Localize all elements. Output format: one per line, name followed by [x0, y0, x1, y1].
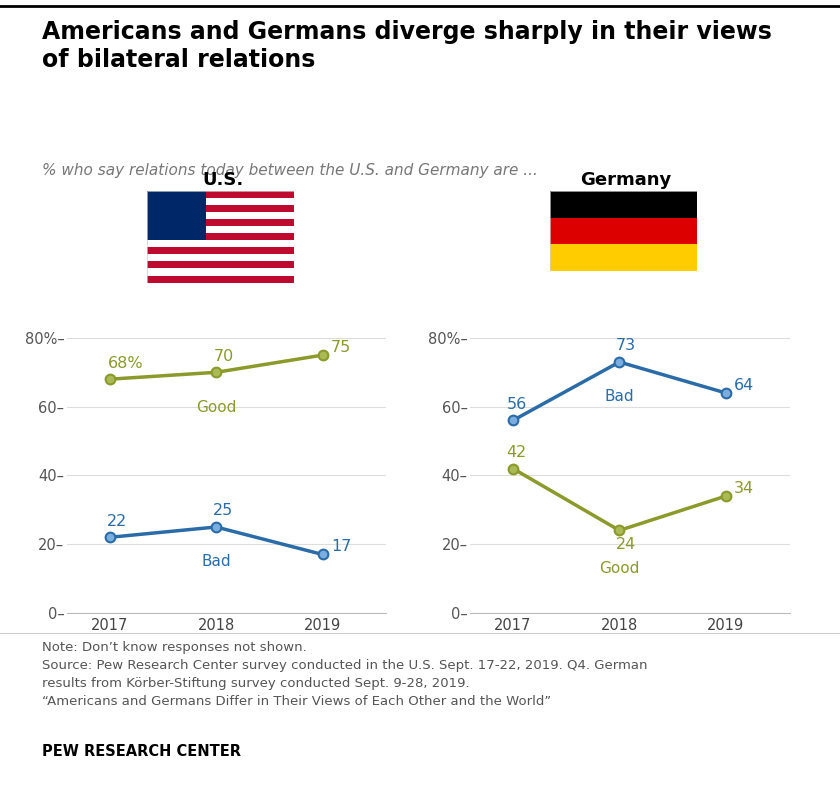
Bar: [147, 191, 206, 240]
Bar: [147, 268, 294, 275]
Bar: [147, 255, 294, 261]
Bar: [147, 248, 294, 255]
Text: 64: 64: [734, 378, 754, 393]
Bar: [147, 275, 294, 283]
Text: 56: 56: [507, 397, 527, 412]
Bar: [147, 198, 294, 205]
Bar: [550, 217, 697, 244]
Bar: [147, 219, 294, 226]
Text: Americans and Germans diverge sharply in their views
of bilateral relations: Americans and Germans diverge sharply in…: [42, 20, 772, 72]
Text: Good: Good: [599, 561, 639, 576]
Text: 68%: 68%: [108, 356, 144, 371]
Text: PEW RESEARCH CENTER: PEW RESEARCH CENTER: [42, 744, 241, 759]
Text: 24: 24: [617, 537, 637, 552]
Text: 70: 70: [214, 349, 234, 364]
Text: Note: Don’t know responses not shown.
Source: Pew Research Center survey conduct: Note: Don’t know responses not shown. So…: [42, 641, 648, 708]
Bar: [550, 244, 697, 271]
Bar: [147, 233, 294, 240]
Bar: [147, 205, 294, 213]
Bar: [147, 213, 294, 219]
Bar: [147, 226, 294, 233]
Bar: [550, 191, 697, 217]
Bar: [147, 240, 294, 248]
Text: 22: 22: [107, 513, 127, 529]
Bar: [147, 261, 294, 268]
Text: 73: 73: [617, 338, 636, 353]
Bar: [147, 191, 294, 198]
Text: % who say relations today between the U.S. and Germany are ...: % who say relations today between the U.…: [42, 163, 538, 178]
Text: 34: 34: [734, 481, 754, 496]
Text: U.S.: U.S.: [202, 171, 244, 189]
Text: Good: Good: [196, 400, 236, 415]
Text: Germany: Germany: [580, 171, 671, 189]
Text: 25: 25: [213, 503, 234, 518]
Text: Bad: Bad: [605, 389, 634, 404]
Text: 17: 17: [331, 540, 351, 555]
Text: Bad: Bad: [202, 555, 231, 569]
Text: 42: 42: [507, 445, 527, 460]
Text: 75: 75: [331, 340, 351, 355]
